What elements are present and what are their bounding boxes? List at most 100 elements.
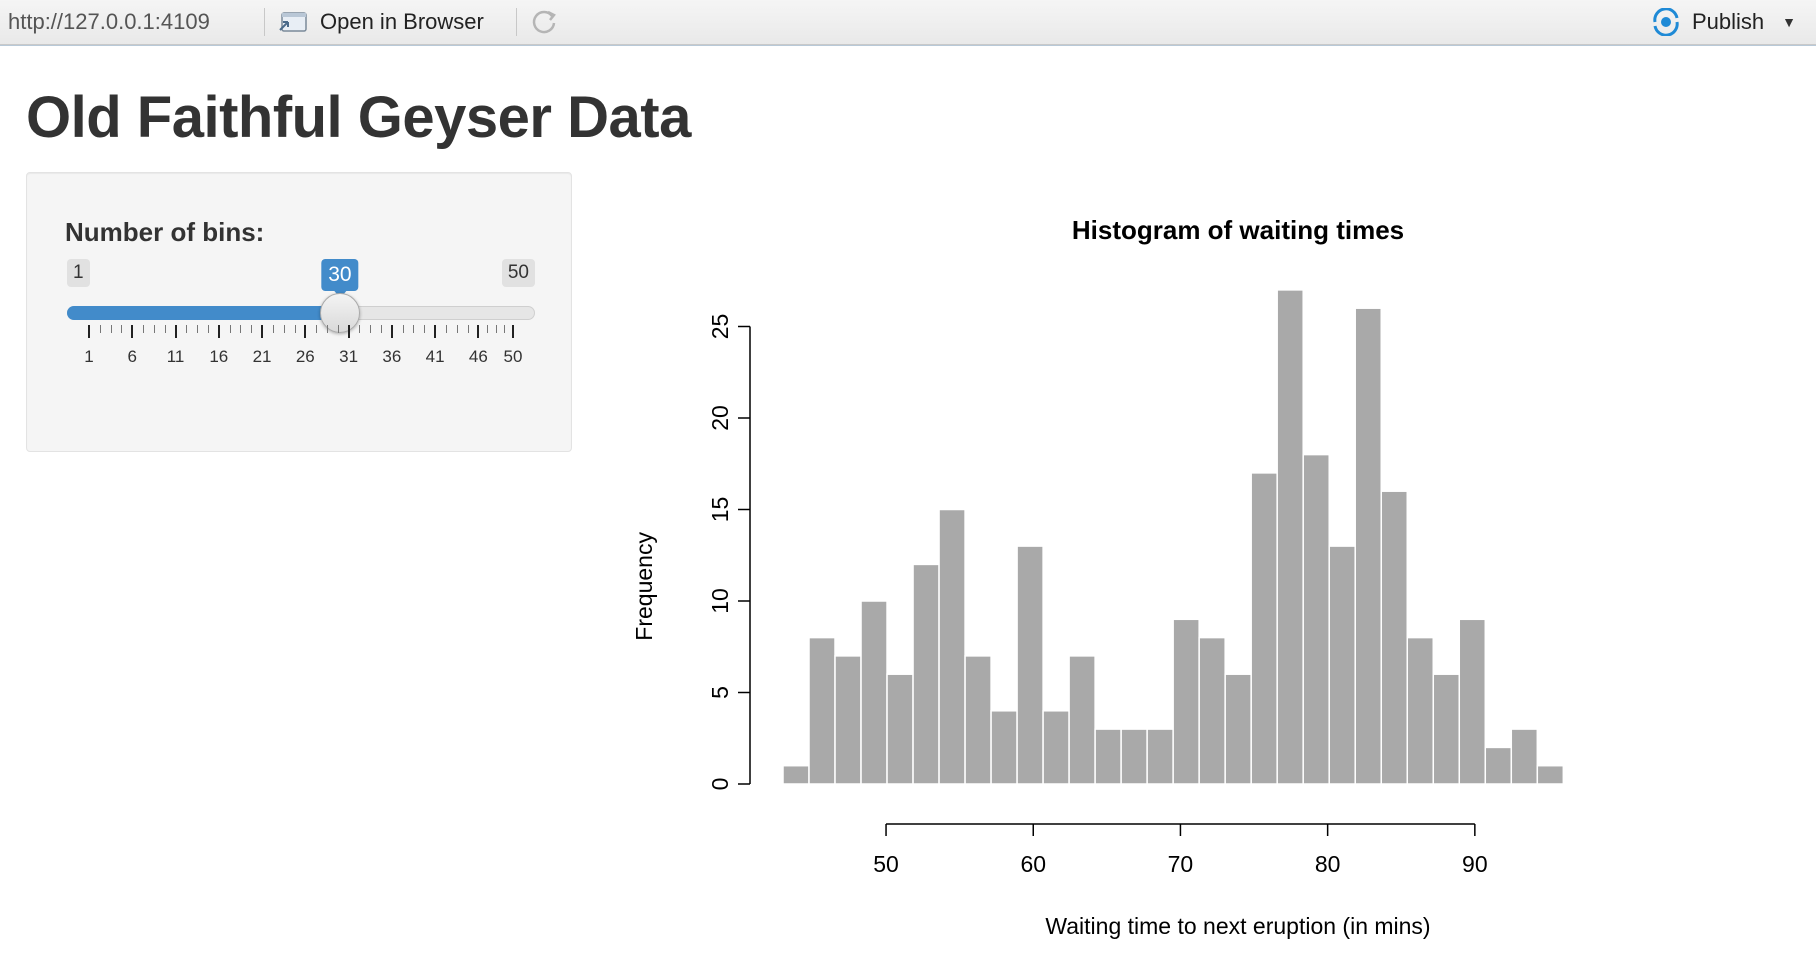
slider-minor-tick (504, 325, 506, 333)
x-tick-label: 90 (1462, 851, 1488, 877)
histogram-chart: Histogram of waiting times Frequency Wai… (631, 215, 1565, 939)
publish-label: Publish (1692, 9, 1765, 34)
slider-minor-tick (207, 325, 209, 333)
histogram-bar (1276, 289, 1304, 785)
slider-major-tick (347, 325, 350, 338)
slider-minor-tick (424, 325, 426, 333)
chevron-down-icon[interactable]: ▼ (1782, 14, 1797, 30)
slider-major-tick (88, 325, 90, 338)
slider-major-tick (477, 325, 480, 338)
slider-minor-tick (337, 325, 339, 333)
slider-minor-tick (197, 325, 199, 333)
slider-minor-tick (381, 325, 383, 333)
histogram-bar (990, 710, 1018, 785)
histogram-bar (1328, 545, 1356, 785)
slider-minor-tick (359, 325, 361, 333)
slider-minor-tick (413, 325, 415, 333)
slider-minor-tick (110, 325, 112, 333)
slider-minor-tick (229, 325, 231, 333)
refresh-icon[interactable] (528, 6, 560, 38)
histogram-bar (1432, 673, 1461, 785)
slider-minor-tick (272, 325, 274, 333)
slider-tick-label: 31 (339, 347, 359, 366)
histogram-bar (782, 764, 810, 785)
bins-slider[interactable]: 1 50 30 1 6 11 16 21 26 31 36 41 46 50 (67, 259, 535, 369)
histogram-bar (1224, 673, 1252, 785)
open-in-browser-label: Open in Browser (320, 9, 484, 34)
open-in-browser-button[interactable]: Open in Browser (278, 0, 484, 44)
x-axis: 50 60 70 80 90 (873, 823, 1488, 877)
y-axis-label: Frequency (631, 532, 657, 641)
slider-major-tick (261, 325, 264, 338)
histogram-bar (1510, 728, 1539, 785)
slider-minor-tick (153, 325, 155, 333)
histogram-bars (782, 289, 1565, 785)
slider-tick-label: 16 (209, 347, 229, 366)
x-tick-label: 60 (1020, 851, 1046, 877)
slider-major-tick (390, 325, 393, 338)
slider-min-label: 1 (67, 259, 90, 287)
slider-minor-tick (294, 325, 296, 333)
slider-minor-tick (402, 325, 404, 333)
histogram-bar (1146, 728, 1174, 785)
slider-minor-tick (495, 325, 497, 333)
histogram-bar (1120, 728, 1148, 785)
y-tick-label: 10 (707, 588, 733, 614)
histogram-bar (912, 563, 940, 785)
histogram-bar (938, 508, 966, 785)
bins-slider-label: Number of bins: (65, 217, 265, 247)
slider-major-tick (217, 325, 220, 338)
slider-tick-label: 26 (295, 347, 315, 366)
histogram-bar (886, 673, 914, 785)
toolbar-divider (516, 8, 517, 36)
histogram-bar (964, 655, 992, 785)
slider-minor-tick (121, 325, 123, 333)
slider-tick-label: 1 (84, 347, 94, 366)
slider-major-tick (304, 325, 307, 338)
page-title: Old Faithful Geyser Data (26, 85, 691, 150)
publish-button[interactable]: Publish ▼ (1650, 0, 1796, 44)
histogram-bar (860, 600, 888, 785)
histogram-bar (1302, 453, 1330, 785)
x-axis-label: Waiting time to next eruption (in mins) (1045, 913, 1430, 939)
y-tick-label: 20 (707, 405, 733, 431)
slider-minor-tick (143, 325, 145, 333)
chart-title: Histogram of waiting times (1072, 215, 1404, 245)
slider-fill (67, 306, 340, 320)
histogram-bar (1354, 307, 1382, 785)
slider-tick-label: 46 (468, 347, 488, 366)
slider-minor-tick (467, 325, 469, 333)
slider-major-tick (131, 325, 134, 338)
x-tick-label: 50 (873, 851, 899, 877)
slider-max-label: 50 (501, 259, 535, 287)
slider-tick-label: 11 (166, 347, 185, 366)
y-axis: 0 5 10 15 20 25 (707, 314, 751, 791)
slider-tick-label: 41 (425, 347, 445, 366)
slider-tick-label: 50 (503, 347, 523, 366)
x-tick-label: 70 (1168, 851, 1194, 877)
slider-minor-tick (326, 325, 328, 333)
histogram-bar (1458, 618, 1487, 785)
slider-major-tick (434, 325, 437, 338)
y-tick-label: 5 (707, 686, 733, 699)
open-browser-icon (279, 12, 307, 32)
histogram-bar (1250, 472, 1278, 785)
histogram-bar (1172, 618, 1200, 785)
slider-minor-tick (164, 325, 166, 333)
histogram-bar (1198, 636, 1226, 785)
slider-handle[interactable] (319, 293, 360, 333)
y-tick-label: 0 (707, 778, 733, 791)
slider-tick-label: 36 (382, 347, 402, 366)
histogram-bar (1094, 728, 1122, 785)
slider-minor-tick (99, 325, 101, 333)
histogram-bar (1484, 746, 1513, 785)
histogram-bar (1016, 545, 1044, 785)
slider-minor-tick (240, 325, 242, 333)
histogram-bar (1536, 764, 1565, 785)
histogram-bar (808, 636, 836, 785)
slider-minor-tick (487, 325, 489, 333)
y-tick-label: 15 (707, 497, 733, 523)
histogram-bar (1068, 655, 1096, 785)
toolbar-divider (264, 8, 265, 36)
slider-minor-tick (456, 325, 458, 333)
